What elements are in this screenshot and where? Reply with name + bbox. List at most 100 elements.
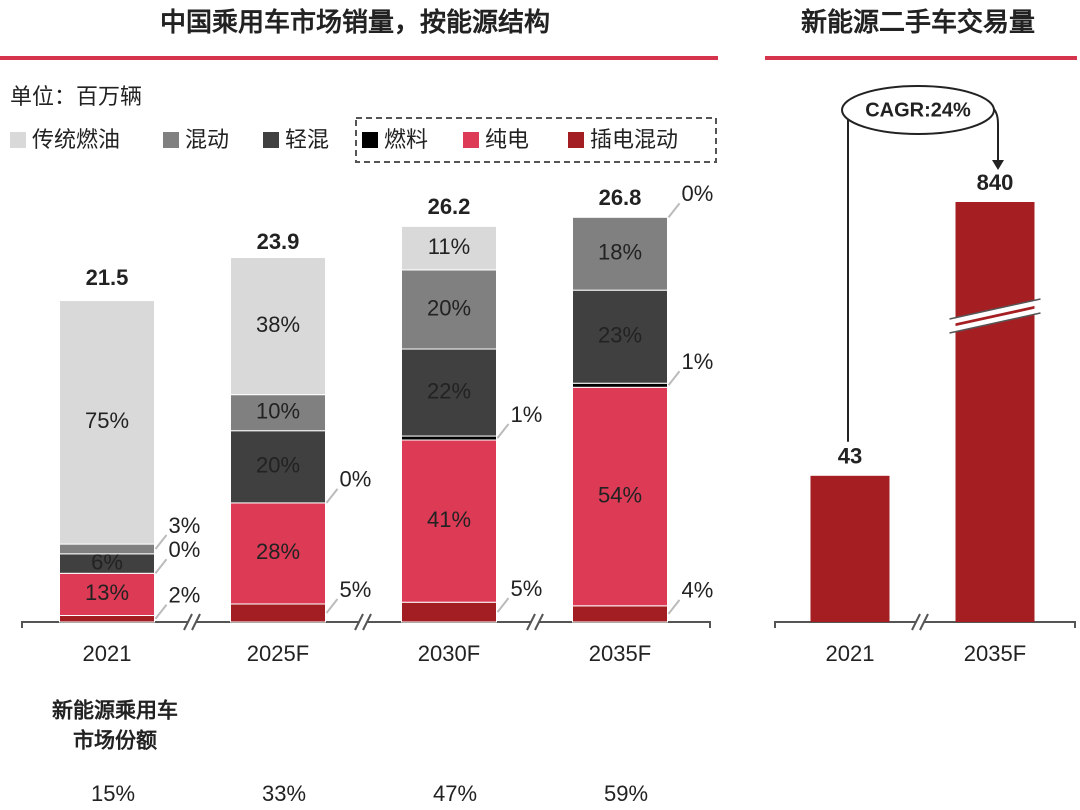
bar-segment (230, 603, 326, 623)
bar (955, 202, 1035, 622)
legend-swatch (362, 132, 378, 148)
x-axis (774, 621, 1076, 628)
x-tick-label: 2035F (589, 641, 651, 666)
legend-swatch (463, 132, 479, 148)
axes (21, 613, 1076, 631)
cagr-bubble (841, 85, 995, 135)
label-leader (325, 598, 339, 614)
segment-label: 54% (598, 482, 642, 507)
segment-label: 0% (169, 537, 201, 562)
label-leader (325, 488, 339, 504)
bar-break (948, 299, 1042, 333)
bar-segment (59, 615, 155, 623)
label-leader (154, 604, 168, 620)
segment-label: 20% (256, 453, 300, 478)
label-leader (667, 599, 681, 615)
segment-label: 28% (256, 539, 300, 564)
total-label: 26.2 (428, 194, 471, 219)
label-leader (154, 558, 168, 574)
bar-segment (572, 289, 668, 384)
axis-break (183, 613, 544, 631)
axis-break (911, 613, 929, 631)
bar-segment (401, 601, 497, 623)
unit-label: 单位：百万辆 (10, 84, 142, 109)
segment-label: 0% (340, 467, 372, 492)
total-label: 23.9 (257, 229, 300, 254)
bar-segment (230, 430, 326, 504)
share-value: 59% (604, 781, 648, 806)
legend-label: 混动 (185, 127, 229, 152)
segment-label: 23% (598, 323, 642, 348)
segment-label: 22% (427, 378, 471, 403)
legend-label: 轻混 (285, 127, 329, 152)
segment-label: 0% (682, 181, 714, 206)
title-underline (0, 56, 718, 60)
segment-label: 5% (340, 577, 372, 602)
bar-segment (401, 225, 497, 271)
legend-swatch (568, 132, 584, 148)
cagr-connector (844, 103, 849, 442)
share-row-label: 市场份额 (73, 729, 157, 753)
bar-segment (572, 605, 668, 623)
legend-swatch (10, 132, 26, 148)
segment-label: 41% (427, 507, 471, 532)
segment-label: 4% (682, 578, 714, 603)
value-label: 43 (838, 444, 862, 469)
bar-break-edge (949, 298, 1041, 334)
x-tick-label: 2021 (83, 641, 132, 666)
segment-label: 38% (256, 312, 300, 337)
segment-label: 11% (428, 234, 470, 259)
legend-label: 纯电 (485, 127, 529, 152)
value-label: 840 (977, 170, 1014, 195)
bar-segment (59, 572, 155, 617)
segment-label: 20% (427, 295, 471, 320)
share-row-label: 新能源乘用车 (52, 699, 178, 723)
bar-segment (59, 300, 155, 545)
legend-swatch (163, 132, 179, 148)
x-tick-label: 2025F (247, 641, 309, 666)
bar-segment (572, 382, 668, 388)
bar (810, 475, 890, 622)
legend-group-box (355, 117, 717, 163)
x-tick-label: 2021 (826, 641, 875, 666)
segment-label: 1% (511, 402, 543, 427)
legend-label: 燃料 (384, 127, 428, 152)
bar-segment (401, 269, 497, 350)
share-value: 47% (433, 781, 477, 806)
cagr-arrowhead (992, 160, 1004, 170)
bar-segment (230, 502, 326, 605)
bar-segment (572, 216, 668, 291)
segment-label: 1% (682, 349, 714, 374)
title-underline (765, 56, 1077, 60)
share-value: 15% (91, 781, 135, 806)
bar-segment (59, 543, 155, 555)
segment-label: 10% (256, 398, 300, 423)
x-tick-label: 2030F (418, 641, 480, 666)
legend-label: 传统燃油 (32, 127, 120, 152)
bar-segment (401, 439, 497, 603)
label-leader (496, 423, 510, 439)
label-leader (667, 370, 681, 386)
label-leader (496, 597, 510, 613)
segment-label: 3% (169, 513, 201, 538)
legend-swatch (263, 132, 279, 148)
bar-segment (230, 257, 326, 396)
bar-segment (401, 435, 497, 441)
segment-label: 18% (598, 240, 642, 265)
share-value: 33% (262, 781, 306, 806)
total-label: 26.8 (599, 185, 642, 210)
label-leader (154, 534, 168, 550)
segment-label: 5% (511, 576, 543, 601)
segment-label: 75% (85, 408, 129, 433)
x-tick-label: 2035F (964, 641, 1026, 666)
annotation: CAGR:24% (865, 99, 971, 121)
left-title: 中国乘用车市场销量，按能源结构 (160, 7, 550, 37)
legend-label: 插电混动 (590, 127, 678, 152)
bar-segment (230, 394, 326, 432)
segment-label: 2% (169, 583, 201, 608)
segment-label: 13% (85, 580, 129, 605)
bar-segment (572, 386, 668, 607)
label-leader (667, 202, 681, 218)
total-label: 21.5 (86, 265, 129, 290)
